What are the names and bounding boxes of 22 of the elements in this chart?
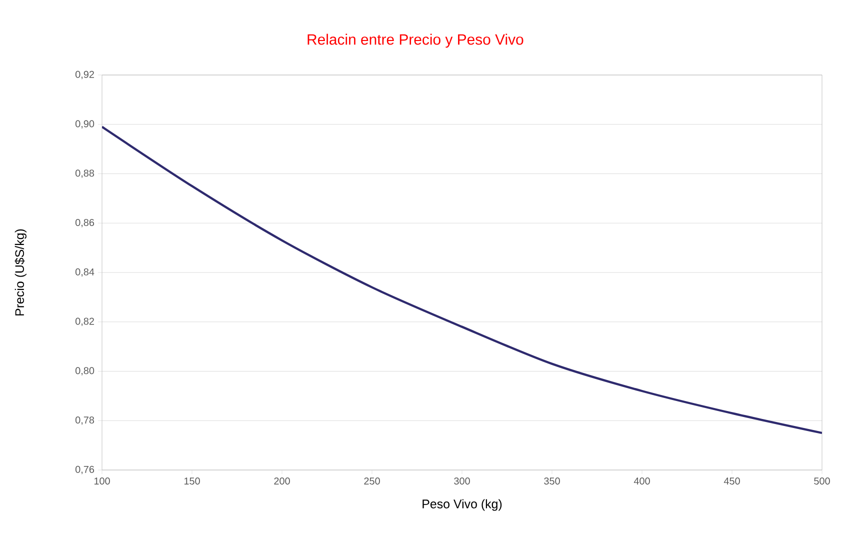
line-series (102, 126, 822, 434)
y-axis-title: Precio (U$S/kg) (14, 229, 26, 316)
x-tick-label: 300 (454, 478, 470, 485)
x-tick-label: 150 (184, 478, 200, 485)
y-tick-label: 0,78 (75, 416, 94, 425)
x-tick-label: 500 (814, 478, 830, 485)
x-tick-label: 400 (634, 478, 650, 485)
y-tick-label: 0,88 (75, 170, 94, 178)
chart-title: Relacin entre Precio y Peso Vivo (308, 34, 524, 48)
x-tick-label: 250 (364, 478, 380, 485)
y-tick-label: 0,84 (75, 268, 94, 277)
y-tick-label: 0,80 (75, 367, 94, 376)
x-tick-label: 200 (274, 478, 290, 485)
x-tick-label: 450 (724, 478, 740, 485)
y-tick-label: 0,86 (75, 219, 94, 228)
x-tick-label: 350 (544, 478, 560, 485)
y-tick-label: 0,92 (75, 70, 94, 80)
y-tick-label: 0,82 (75, 318, 94, 326)
y-tick-label: 0,76 (75, 466, 94, 474)
x-axis-title: Peso Vivo (kg) (422, 499, 502, 511)
y-tick-label: 0,90 (75, 120, 94, 128)
x-tick-label: 100 (94, 478, 110, 485)
